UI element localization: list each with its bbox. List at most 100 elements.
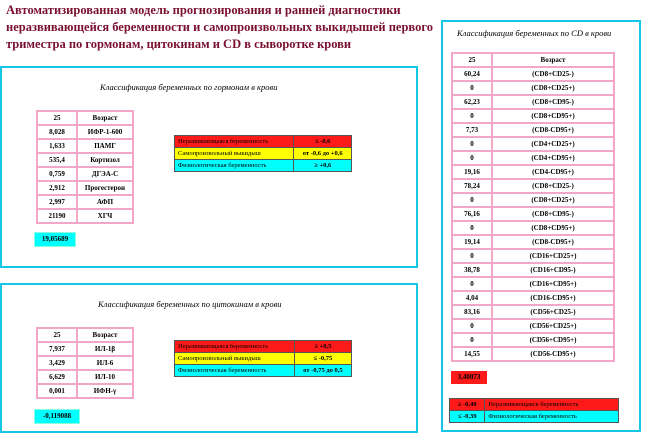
name-cell: (CD8-CD95+)	[491, 234, 615, 250]
value-cell[interactable]: 8,028	[36, 124, 78, 140]
table-row[interactable]: 0 (CD8+CD25+)	[451, 192, 615, 208]
value-cell[interactable]: 0	[451, 318, 493, 334]
cd-panel: Классификация беременных по CD в крови 2…	[441, 20, 641, 432]
table-row[interactable]: 0 (CD8+CD95+)	[451, 220, 615, 236]
value-cell[interactable]: 62,23	[451, 94, 493, 110]
value-cell[interactable]: 2,997	[36, 194, 78, 210]
table-row[interactable]: 3,429 ИЛ-6	[36, 355, 134, 371]
classification-row: ≤ -0,39 Физиологическая беременность	[448, 410, 619, 423]
table-row[interactable]: 0 (CD8+CD95+)	[451, 108, 615, 124]
table-row[interactable]: 0,001 ИФН-γ	[36, 383, 134, 399]
table-row[interactable]: 0 (CD4+CD95+)	[451, 150, 615, 166]
value-cell[interactable]: 3,429	[36, 355, 78, 371]
value-cell[interactable]: 2,912	[36, 180, 78, 196]
name-cell: ПАМГ	[76, 138, 134, 154]
table-row[interactable]: 21190 ХГЧ	[36, 208, 134, 224]
value-cell[interactable]: 4,04	[451, 290, 493, 306]
header-cell: 25	[451, 52, 493, 68]
name-cell: (CD8+CD25+)	[491, 192, 615, 208]
cytokines-panel-title: Классификация беременных по цитокинам в …	[98, 299, 282, 309]
table-row[interactable]: 2,997 АФП	[36, 194, 134, 210]
classification-row: ≥ -0,40 Неразвивающаяся беременность	[448, 398, 619, 411]
table-row[interactable]: 76,16 (CD8+CD95-)	[451, 206, 615, 222]
name-cell: (CD4+CD95+)	[491, 150, 615, 166]
table-row[interactable]: 0 (CD16+CD95+)	[451, 276, 615, 292]
classification-value: ≤ -0,6	[293, 135, 352, 148]
hormones-panel-title: Классификация беременных по гормонам в к…	[100, 82, 278, 92]
value-cell[interactable]: 0	[451, 136, 493, 152]
value-cell[interactable]: 19,14	[451, 234, 493, 250]
table-row[interactable]: 60,24 (CD8+CD25-)	[451, 66, 615, 82]
name-cell: Прогестерон	[76, 180, 134, 196]
value-cell[interactable]: 78,24	[451, 178, 493, 194]
value-cell[interactable]: 0	[451, 108, 493, 124]
table-row[interactable]: 0 (CD56+CD95+)	[451, 332, 615, 348]
table-row[interactable]: 2,912 Прогестерон	[36, 180, 134, 196]
table-row[interactable]: 62,23 (CD8+CD95-)	[451, 94, 615, 110]
value-cell[interactable]: 0	[451, 220, 493, 236]
name-cell: (CD8+CD95-)	[491, 94, 615, 110]
table-row[interactable]: 535,4 Кортизол	[36, 152, 134, 168]
table-row[interactable]: 78,24 (CD8+CD25-)	[451, 178, 615, 194]
table-row[interactable]: 0,759 ДГЭА-С	[36, 166, 134, 182]
table-row[interactable]: 0 (CD16+CD25+)	[451, 248, 615, 264]
value-cell[interactable]: 0,759	[36, 166, 78, 182]
table-row[interactable]: 14,55 (CD56-CD95+)	[451, 346, 615, 362]
value-cell[interactable]: 83,16	[451, 304, 493, 320]
name-cell: ИЛ-10	[76, 369, 134, 385]
table-row[interactable]: 19,14 (CD8-CD95+)	[451, 234, 615, 250]
table-row[interactable]: 0 (CD8+CD25+)	[451, 80, 615, 96]
cd-table: 25 Возраст 60,24 (CD8+CD25-) 0 (CD8+CD25+)…	[451, 52, 615, 362]
classification-value: ≥ +0,6	[293, 159, 352, 172]
table-row[interactable]: 7,937 ИЛ-1β	[36, 341, 134, 357]
header-cell: 25	[36, 110, 78, 126]
name-cell: (CD56+CD25+)	[491, 318, 615, 334]
classification-row: Самопроизвольный выкидыш от -0,6 до +0,6	[173, 147, 352, 160]
header-cell: Возраст	[76, 327, 134, 343]
table-header: 25 Возраст	[36, 327, 134, 343]
value-cell[interactable]: 76,16	[451, 206, 493, 222]
name-cell: (CD8+CD95+)	[491, 108, 615, 124]
value-cell[interactable]: 60,24	[451, 66, 493, 82]
classification-value: ≤ -0,39	[448, 410, 486, 423]
table-row[interactable]: 19,16 (CD4-CD95+)	[451, 164, 615, 180]
table-row[interactable]: 0 (CD4+CD25+)	[451, 136, 615, 152]
value-cell[interactable]: 1,633	[36, 138, 78, 154]
name-cell: (CD8+CD25-)	[491, 178, 615, 194]
classification-value: ≥ -0,40	[448, 398, 486, 411]
name-cell: ИФН-γ	[76, 383, 134, 399]
value-cell[interactable]: 535,4	[36, 152, 78, 168]
cytokines-table: 25 Возраст 7,937 ИЛ-1β 3,429 ИЛ-6 6,629 ИЛ-…	[36, 327, 134, 399]
name-cell: (CD16-CD95+)	[491, 290, 615, 306]
table-row[interactable]: 4,04 (CD16-CD95+)	[451, 290, 615, 306]
value-cell[interactable]: 7,73	[451, 122, 493, 138]
value-cell[interactable]: 0	[451, 332, 493, 348]
value-cell[interactable]: 0,001	[36, 383, 78, 399]
value-cell[interactable]: 0	[451, 248, 493, 264]
table-row[interactable]: 8,028 ИФР-1-600	[36, 124, 134, 140]
value-cell[interactable]: 14,55	[451, 346, 493, 362]
value-cell[interactable]: 38,78	[451, 262, 493, 278]
table-row[interactable]: 0 (CD56+CD25+)	[451, 318, 615, 334]
value-cell[interactable]: 6,629	[36, 369, 78, 385]
value-cell[interactable]: 0	[451, 150, 493, 166]
value-cell[interactable]: 0	[451, 192, 493, 208]
table-row[interactable]: 38,78 (CD16+CD95-)	[451, 262, 615, 278]
name-cell: (CD8+CD25+)	[491, 80, 615, 96]
value-cell[interactable]: 7,937	[36, 341, 78, 357]
classification-row: Физиологическая беременность ≥ +0,6	[173, 159, 352, 172]
value-cell[interactable]: 0	[451, 276, 493, 292]
table-row[interactable]: 6,629 ИЛ-10	[36, 369, 134, 385]
classification-label: Самопроизвольный выкидыш	[174, 352, 295, 365]
value-cell[interactable]: 21190	[36, 208, 78, 224]
table-row[interactable]: 7,73 (CD8-CD95+)	[451, 122, 615, 138]
header-cell: Возраст	[76, 110, 134, 126]
value-cell[interactable]: 0	[451, 80, 493, 96]
classification-label: Физиологическая беременность	[484, 410, 619, 423]
table-row[interactable]: 83,16 (CD56+CD25-)	[451, 304, 615, 320]
table-row[interactable]: 1,633 ПАМГ	[36, 138, 134, 154]
name-cell: (CD56-CD95+)	[491, 346, 615, 362]
value-cell[interactable]: 19,16	[451, 164, 493, 180]
table-header: 25 Возраст	[36, 110, 134, 126]
cytokines-classification: Неразвивающаяся беременность ≥ +0,5 Самоп…	[174, 340, 353, 377]
